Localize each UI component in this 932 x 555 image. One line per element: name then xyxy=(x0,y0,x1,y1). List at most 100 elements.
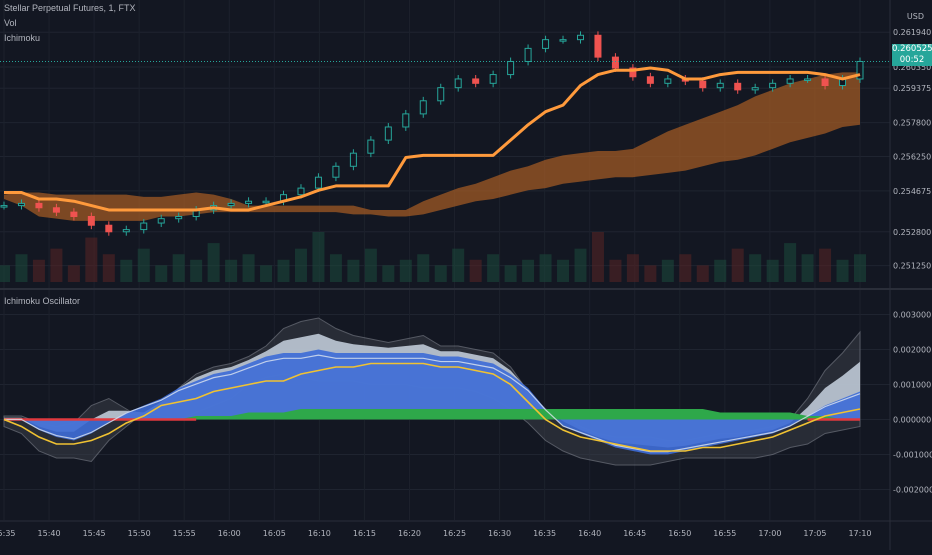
volume-bar xyxy=(661,259,674,282)
candle-body xyxy=(349,152,357,167)
volume-bar xyxy=(364,248,377,282)
time-tick-label: 15:55 xyxy=(173,529,196,538)
candle-body xyxy=(52,207,60,213)
volume-bar xyxy=(504,265,517,282)
volume-bar xyxy=(679,254,692,282)
ichimoku-line xyxy=(4,66,861,212)
candle-body xyxy=(332,165,340,178)
ichimoku-legend[interactable]: Ichimoku xyxy=(4,33,41,43)
volume-bar xyxy=(819,248,832,282)
volume-bar xyxy=(347,259,360,282)
time-tick-label: 16:10 xyxy=(308,529,331,538)
volume-bar xyxy=(225,259,238,282)
time-tick-label: 16:40 xyxy=(578,529,601,538)
candle-body xyxy=(454,78,462,89)
time-tick-label: 17:00 xyxy=(758,529,781,538)
candle-body xyxy=(821,78,829,86)
volume-bar xyxy=(749,254,762,282)
oscillator-legend[interactable]: Ichimoku Oscillator xyxy=(4,296,81,306)
candle-body xyxy=(437,87,445,102)
candle-body xyxy=(856,60,864,80)
currency-label: USD xyxy=(906,12,924,21)
volume-bar xyxy=(696,265,709,282)
candle-body xyxy=(402,113,410,128)
volume-bar xyxy=(644,265,657,282)
volume-bar xyxy=(539,254,552,282)
candle-body xyxy=(384,126,392,141)
time-tick-label: 17:05 xyxy=(803,529,826,538)
time-tick-label: 15:45 xyxy=(83,529,106,538)
volume-bar xyxy=(120,259,133,282)
oscillator-green-area xyxy=(4,409,860,420)
time-tick-label: 16:30 xyxy=(488,529,511,538)
volume-bar xyxy=(399,259,412,282)
price-badge: 0.260525 xyxy=(892,44,932,55)
countdown-badge: 00:52 xyxy=(892,55,932,66)
volume-bar xyxy=(137,248,150,282)
volume-bar xyxy=(417,254,430,282)
candle-body xyxy=(70,211,78,217)
candle-body xyxy=(17,202,25,207)
vol-legend[interactable]: Vol xyxy=(4,18,17,28)
volume-bar xyxy=(312,232,325,282)
volume-bar xyxy=(0,265,10,282)
candle-body xyxy=(751,87,759,91)
volume-bar xyxy=(329,254,342,282)
candle-body xyxy=(140,222,148,231)
candle-body xyxy=(559,39,567,42)
candle-body xyxy=(576,34,584,41)
candle-body xyxy=(786,78,794,84)
volume-bar xyxy=(836,259,849,282)
time-tick-label: 16:20 xyxy=(398,529,421,538)
volume-bar xyxy=(452,248,465,282)
price-tick-label: 0.257800 xyxy=(893,119,931,128)
osc-tick-label: -0.001000 xyxy=(893,451,932,460)
candle-body xyxy=(122,229,130,233)
candle-body xyxy=(734,82,742,91)
time-tick-label: 15:40 xyxy=(38,529,61,538)
candle-body xyxy=(367,139,375,154)
price-tick-label: 0.252800 xyxy=(893,228,931,237)
volume-bar xyxy=(522,259,535,282)
volume-bar xyxy=(50,248,63,282)
time-tick-label: 16:15 xyxy=(353,529,376,538)
price-tick-label: 0.251250 xyxy=(893,262,931,271)
time-tick-label: 16:05 xyxy=(263,529,286,538)
candle-body xyxy=(507,60,515,76)
osc-tick-label: -0.002000 xyxy=(893,486,932,495)
time-tick-label: 16:35 xyxy=(533,529,556,538)
time-tick-label: 16:55 xyxy=(713,529,736,538)
candle-body xyxy=(297,187,305,196)
candle-body xyxy=(262,200,270,204)
volume-bar xyxy=(574,248,587,282)
candle-body xyxy=(594,34,602,58)
volume-bar xyxy=(784,243,797,282)
time-tick-label: 16:45 xyxy=(623,529,646,538)
candle-body xyxy=(87,216,95,226)
volume-bar xyxy=(731,248,744,282)
symbol-legend[interactable]: Stellar Perpetual Futures, 1, FTX xyxy=(4,3,136,13)
price-tick-label: 0.261940 xyxy=(893,28,931,37)
candle-body xyxy=(472,78,480,84)
volume-bar xyxy=(591,232,604,282)
volume-bar xyxy=(487,254,500,282)
volume-bar xyxy=(626,254,639,282)
volume-bar xyxy=(242,254,255,282)
time-tick-label: 16:25 xyxy=(443,529,466,538)
oscillator-yellow-line xyxy=(3,362,861,452)
volume-bar xyxy=(15,254,28,282)
oscillator-blue-area xyxy=(4,349,860,455)
candle-body xyxy=(769,82,777,89)
volume-bar xyxy=(294,248,307,282)
candle-body xyxy=(35,202,43,209)
volume-bar xyxy=(207,243,220,282)
volume-bar xyxy=(434,265,447,282)
volume-bar xyxy=(32,259,45,282)
candle-body xyxy=(524,47,532,62)
candle-body xyxy=(542,39,550,49)
time-tick-label: 15:50 xyxy=(128,529,151,538)
osc-tick-label: 0.001000 xyxy=(893,381,931,390)
volume-bar xyxy=(85,237,98,282)
candle-body xyxy=(0,205,8,208)
candle-body xyxy=(175,216,183,220)
